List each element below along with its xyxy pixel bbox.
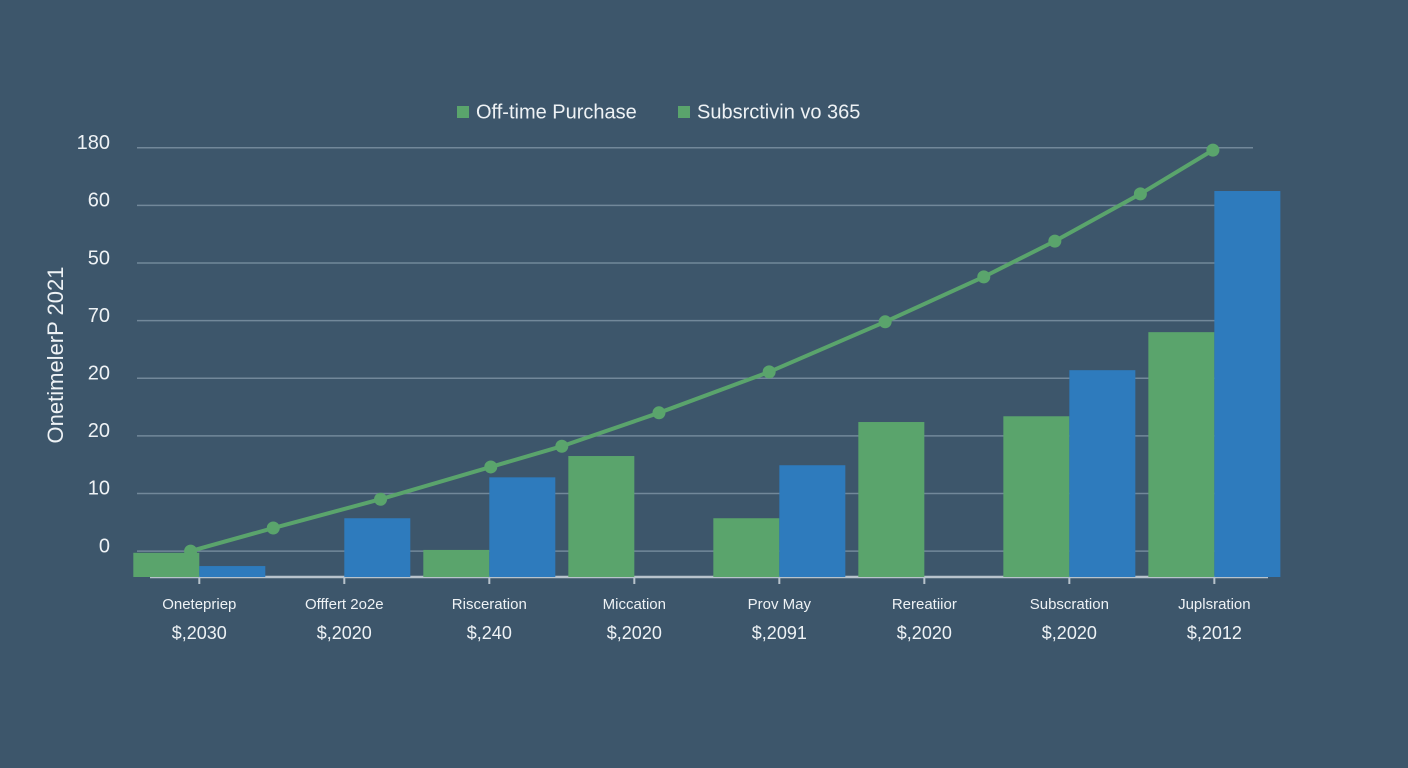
bar: [1148, 332, 1215, 577]
x-tick-sublabel: $,2030: [172, 623, 227, 643]
x-tick-label: Rereatiior: [892, 596, 957, 613]
x-tick-label: Juplsration: [1178, 596, 1251, 613]
legend-label: Off-time Purchase: [476, 101, 637, 123]
x-tick-label: Onetepriep: [162, 596, 236, 613]
y-tick-label: 70: [88, 305, 110, 327]
line-point: [1206, 143, 1220, 157]
line-point: [977, 270, 991, 284]
line-point: [266, 521, 280, 535]
line-point: [1133, 187, 1147, 201]
legend-swatch: [457, 106, 469, 118]
line-point: [878, 315, 892, 329]
x-tick-sublabel: $,2020: [607, 623, 662, 643]
y-tick-label: 20: [88, 363, 110, 385]
bar: [568, 456, 635, 577]
y-tick-label: 10: [88, 478, 110, 500]
bar: [199, 566, 266, 577]
line-point: [762, 365, 776, 379]
y-tick-label: 50: [88, 247, 110, 269]
bar: [713, 518, 780, 577]
y-axis-title: OnetimelerP 2021: [43, 267, 68, 444]
x-tick-sublabel: $,2091: [752, 623, 807, 643]
line-point: [555, 439, 569, 453]
line-point: [374, 492, 388, 506]
legend-label: Subsrctivin vo 365: [697, 101, 860, 123]
bar: [489, 477, 556, 577]
y-tick-label: 20: [88, 420, 110, 442]
line: [190, 148, 1214, 554]
bar: [1214, 191, 1281, 577]
y-tick-label: 0: [99, 535, 110, 557]
bar: [779, 465, 846, 577]
bar: [344, 518, 411, 577]
x-tick-sublabel: $,2020: [897, 623, 952, 643]
x-tick-label: Subscration: [1030, 596, 1109, 613]
line-point: [184, 544, 198, 558]
x-tick-sublabel: $,2020: [1042, 623, 1097, 643]
line-point: [652, 406, 666, 420]
line-point: [484, 460, 498, 474]
x-tick-sublabel: $,240: [467, 623, 512, 643]
x-tick-label: Prov May: [748, 596, 812, 613]
x-tick-label: Offfert 2o2e: [305, 596, 384, 613]
x-tick-label: Risceration: [452, 596, 527, 613]
bar: [1003, 416, 1070, 577]
x-tick-sublabel: $,2020: [317, 623, 372, 643]
line-point: [1048, 234, 1062, 248]
y-tick-label: 180: [77, 132, 110, 154]
bar: [858, 422, 925, 577]
legend-swatch: [678, 106, 690, 118]
x-tick-sublabel: $,2012: [1187, 623, 1242, 643]
x-tick-label: Miccation: [603, 596, 666, 613]
bar: [1069, 370, 1136, 577]
y-tick-label: 60: [88, 190, 110, 212]
bar: [423, 549, 490, 577]
